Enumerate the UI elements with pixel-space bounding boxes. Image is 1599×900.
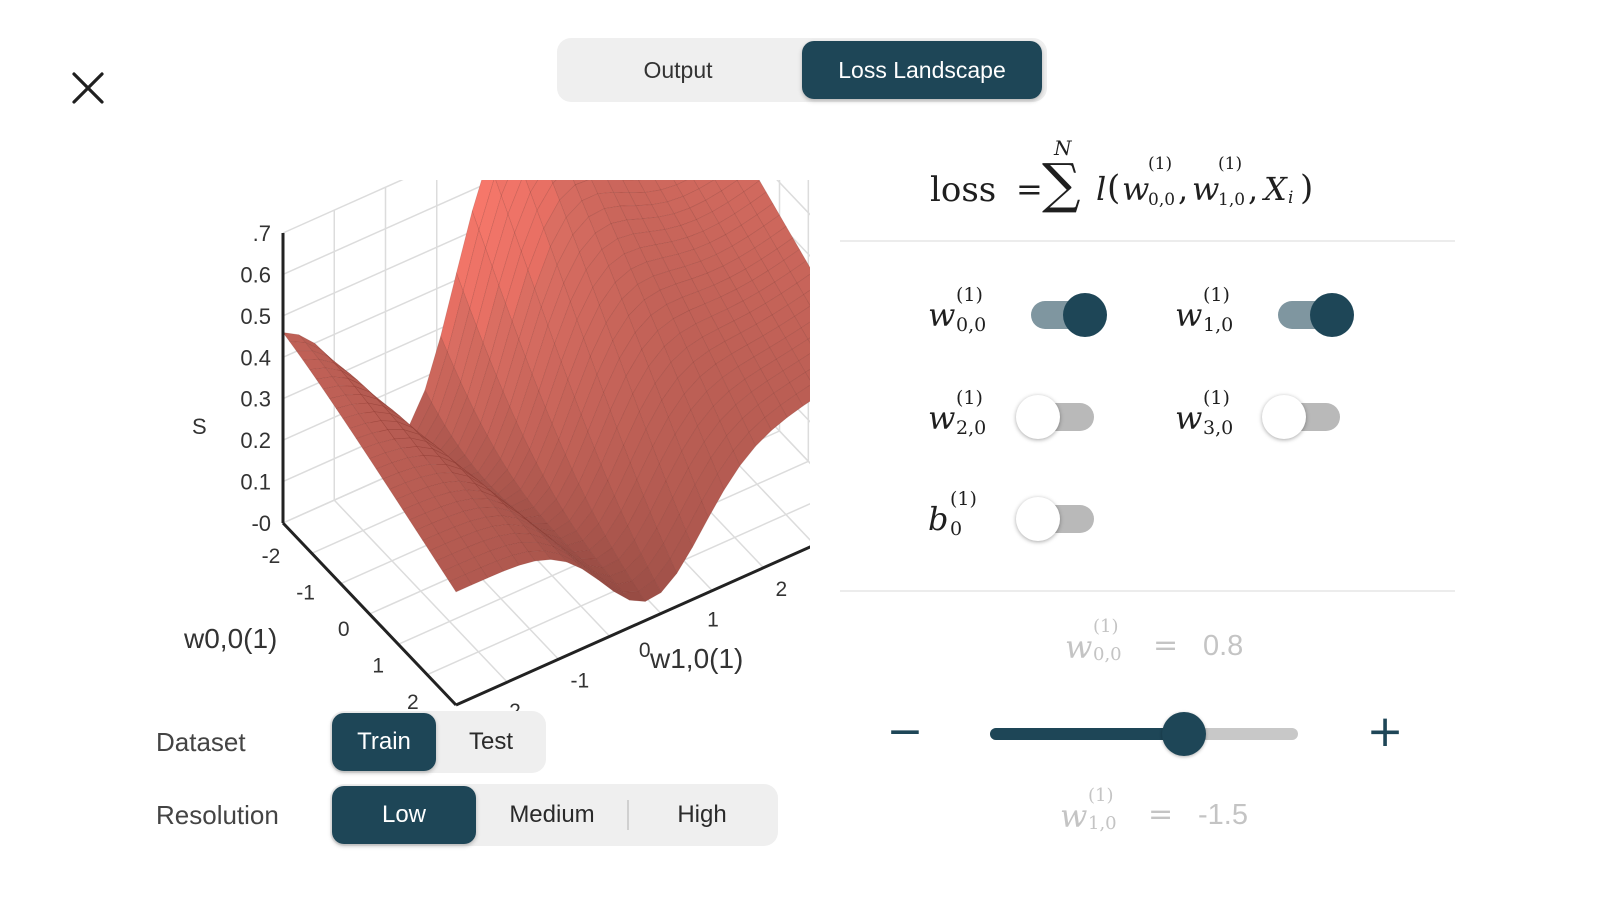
readout-w10-value: -1.5 (1198, 799, 1248, 831)
divider-top (840, 240, 1455, 242)
tab-loss-landscape[interactable]: Loss Landscape (802, 41, 1042, 99)
z-axis-title: S (192, 414, 207, 439)
close-button[interactable] (66, 66, 110, 110)
formula-comma-2: , (1248, 170, 1259, 208)
formula-lhs: loss (930, 170, 997, 210)
formula-open-paren: ( (1107, 168, 1121, 208)
readout-w10-equals: = (1148, 797, 1174, 832)
resolution-option-high[interactable]: High (677, 801, 727, 828)
param-label-b0: b (1) 0 (928, 488, 977, 540)
y-axis-title: w1,0(1) (649, 643, 743, 674)
formula-arg-2-sub: 1,0 (1218, 190, 1246, 210)
param-label-w00: w (1) 0,0 (928, 284, 987, 336)
z-tick-label: 0.1 (240, 470, 271, 495)
plot-labels: .70.60.50.40.30.20.1-0S-2-1012w0,0(1)-2-… (183, 221, 788, 723)
plus-icon: + (1366, 705, 1404, 757)
toggle-w20[interactable] (1016, 392, 1100, 442)
parameter-slider[interactable] (990, 712, 1298, 756)
readout-w00-equals: = (1153, 628, 1179, 663)
toggle-w00[interactable] (1023, 290, 1107, 340)
formula-upper-limit: N (1054, 136, 1072, 160)
plot-axes (281, 233, 810, 707)
formula-arg-1-sup: (1) (1148, 154, 1173, 174)
decrement-button[interactable]: − (880, 705, 930, 757)
view-tabs: Output Loss Landscape (557, 38, 1047, 102)
x-tick-label: 0 (338, 618, 350, 641)
resolution-label: Resolution (156, 800, 279, 830)
z-tick-label: 0.6 (240, 262, 271, 287)
y-tick-label: -1 (571, 669, 590, 692)
y-tick-label: 2 (776, 578, 788, 601)
x-tick-label: -2 (262, 545, 281, 568)
formula-arg-1-sub: 0,0 (1148, 190, 1176, 210)
resolution-selector: Low Medium High (330, 784, 778, 846)
slider-fill (990, 728, 1185, 740)
dataset-option-test[interactable]: Test (468, 728, 513, 755)
formula-close-paren: ) (1300, 168, 1314, 208)
z-tick-label: 0.2 (240, 428, 271, 453)
formula-x-term: X (1264, 170, 1287, 208)
formula-equals: = (1016, 170, 1043, 208)
z-tick-label: 0.4 (240, 345, 271, 370)
param-label-w10: w (1) 1,0 (1175, 284, 1234, 336)
slider-thumb[interactable] (1162, 712, 1207, 756)
resolution-option-medium[interactable]: Medium (509, 801, 595, 828)
formula-arg-2: w (1192, 170, 1220, 208)
z-tick-label: 0.3 (240, 387, 271, 412)
readout-w10: w (1) 1,0 = -1.5 (1060, 785, 1260, 841)
close-icon (72, 72, 104, 104)
loss-surface (282, 180, 810, 602)
x-tick-label: -1 (296, 582, 315, 605)
minus-icon: − (886, 705, 924, 757)
y-tick-label: 0 (639, 639, 651, 662)
z-tick-label: 0.5 (240, 304, 271, 329)
x-axis-title: w0,0(1) (183, 623, 277, 654)
dataset-option-train[interactable]: Train (332, 713, 436, 771)
z-tick-label: -0 (251, 511, 271, 536)
loss-surface-plot[interactable]: .70.60.50.40.30.20.1-0S-2-1012w0,0(1)-2-… (170, 180, 810, 740)
dataset-selector: Train Test (330, 711, 546, 773)
readout-w00-label: w (1) 0,0 (1065, 616, 1122, 666)
loss-formula: loss = N ∑ l ( w (1) 0,0 , w (1) 1,0 , X… (930, 132, 1350, 232)
readout-w00-value: 0.8 (1203, 630, 1244, 662)
formula-func: l (1096, 170, 1107, 208)
z-tick-label: .7 (253, 221, 271, 246)
formula-arg-1: w (1122, 170, 1150, 208)
formula-x-sub: i (1288, 188, 1294, 208)
sum-symbol: ∑ (1042, 152, 1081, 215)
tab-output[interactable]: Output (643, 56, 713, 83)
param-label-w30: w (1) 3,0 (1175, 387, 1234, 439)
param-label-w20: w (1) 2,0 (928, 387, 987, 439)
toggle-w30[interactable] (1262, 392, 1346, 442)
formula-comma-1: , (1178, 170, 1189, 208)
divider-bottom (840, 590, 1455, 592)
x-tick-label: 2 (407, 691, 419, 714)
x-tick-label: 1 (372, 654, 384, 677)
resolution-separator (627, 800, 629, 830)
y-tick-label: 1 (707, 608, 719, 631)
formula-arg-2-sup: (1) (1218, 154, 1243, 174)
toggle-w10[interactable] (1270, 290, 1354, 340)
increment-button[interactable]: + (1360, 705, 1410, 757)
readout-w00: w (1) 0,0 = 0.8 (1065, 616, 1265, 672)
resolution-option-low[interactable]: Low (332, 786, 476, 844)
toggle-b0[interactable] (1016, 494, 1100, 544)
readout-w10-label: w (1) 1,0 (1060, 785, 1117, 835)
dataset-label: Dataset (156, 727, 246, 757)
